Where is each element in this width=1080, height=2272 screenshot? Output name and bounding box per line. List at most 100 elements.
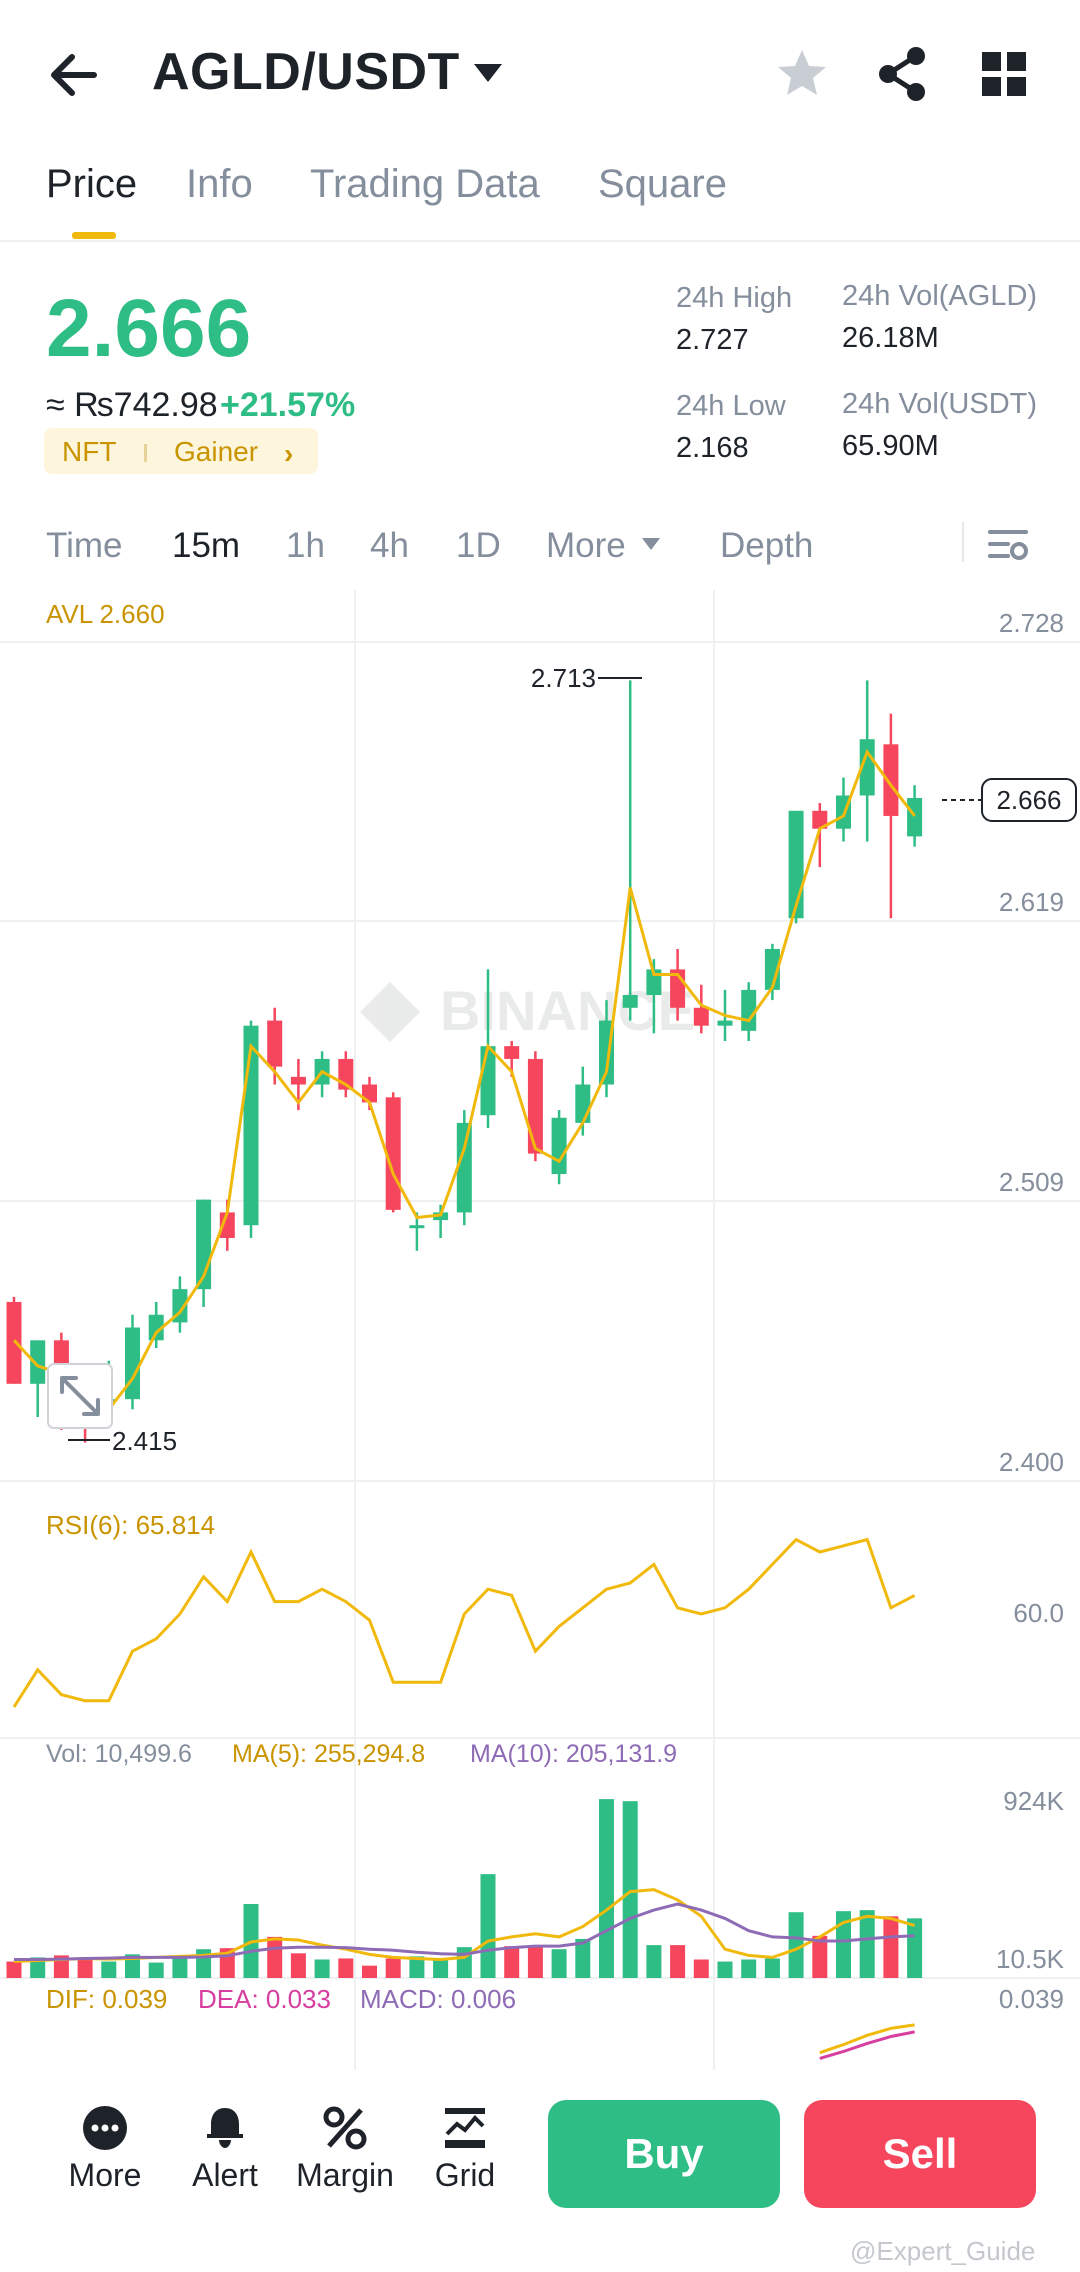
volume-bar <box>480 1874 496 1978</box>
volume-bar <box>836 1911 851 1978</box>
candle <box>338 1051 354 1098</box>
nav-more-label: More <box>68 2157 142 2193</box>
expand-icon[interactable] <box>47 1363 113 1429</box>
pair-title[interactable]: AGLD/USDT <box>152 43 460 101</box>
volume-bar <box>172 1955 188 1978</box>
volume-bar <box>101 1961 117 1978</box>
candle <box>883 713 899 919</box>
candle <box>148 1301 164 1348</box>
nav-more[interactable]: More <box>50 2104 160 2194</box>
volume-bar <box>717 1961 733 1978</box>
volume-bar <box>670 1945 686 1978</box>
binance-watermark: BINANCE <box>360 979 695 1042</box>
stat-24h-low-value: 2.168 <box>676 432 749 464</box>
interval-1d[interactable]: 1D <box>456 526 501 565</box>
ma10-label: MA(10): 205,131.9 <box>470 1740 677 1768</box>
nav-grid[interactable]: Grid <box>410 2104 520 2194</box>
candle-body <box>148 1314 164 1341</box>
volume-bar <box>30 1957 46 1978</box>
candle-body <box>741 989 757 1031</box>
rsi-line <box>12 1537 916 1708</box>
volume-bar <box>267 1936 283 1978</box>
volume-bar <box>599 1799 614 1978</box>
volume-bar <box>527 1946 543 1978</box>
volume-bar <box>907 1918 923 1978</box>
nav-grid-label: Grid <box>434 2157 496 2193</box>
caret-down-icon[interactable] <box>470 58 506 88</box>
interval-depth[interactable]: Depth <box>720 526 814 565</box>
avl-label: AVL 2.660 <box>46 599 165 629</box>
tab-trading-data[interactable]: Trading Data <box>310 162 540 206</box>
interval-more[interactable]: More <box>546 526 626 565</box>
tag-nft[interactable]: NFT <box>62 436 117 467</box>
interval-1h[interactable]: 1h <box>286 526 325 565</box>
volume-bars <box>6 1799 923 1978</box>
percent-icon <box>323 2106 367 2150</box>
candle-body <box>409 1225 425 1229</box>
volume-bar <box>385 1958 401 1978</box>
tag-gainer[interactable]: Gainer <box>174 436 259 467</box>
divider <box>0 240 1080 242</box>
volume-bar <box>551 1949 567 1978</box>
candle <box>125 1314 140 1410</box>
candle-body <box>575 1084 591 1123</box>
volume-ma10-line <box>14 1902 915 1961</box>
stat-24h-high-label: 24h High <box>676 282 793 314</box>
price-ma-line <box>12 748 916 1412</box>
back-arrow-icon[interactable] <box>44 40 114 110</box>
candle <box>907 785 923 847</box>
grid-trading-icon <box>445 2108 485 2148</box>
tag-pill[interactable] <box>44 428 318 474</box>
volume-bar <box>646 1945 662 1978</box>
volume-bar <box>504 1946 520 1978</box>
more-caret-icon[interactable] <box>640 536 662 557</box>
volume-bar <box>622 1801 638 1978</box>
candle-body <box>883 744 899 816</box>
share-icon[interactable] <box>870 42 934 106</box>
stat-vol-base-value: 26.18M <box>842 322 939 354</box>
candle <box>30 1340 46 1418</box>
stat-vol-quote-value: 65.90M <box>842 430 939 462</box>
vol-label: Vol: 10,499.6 <box>46 1740 192 1768</box>
volume-bar <box>883 1916 899 1978</box>
volume-bar <box>456 1947 472 1978</box>
star-icon[interactable] <box>772 44 832 104</box>
candle-body <box>125 1327 140 1400</box>
chart-area[interactable]: BINANCE AVL 2.660 2.728 2.619 2.509 2.40… <box>0 590 1080 2070</box>
nav-alert[interactable]: Alert <box>170 2104 280 2194</box>
sell-button[interactable]: Sell <box>804 2100 1036 2208</box>
chart-settings-icon[interactable] <box>986 522 1030 566</box>
interval-4h[interactable]: 4h <box>370 526 409 565</box>
kline-chart[interactable]: BINANCE AVL 2.660 2.728 2.619 2.509 2.40… <box>0 590 1080 2070</box>
nav-margin[interactable]: Margin <box>290 2104 400 2194</box>
candle <box>433 1204 449 1238</box>
candle-body <box>693 1007 709 1026</box>
current-price-tag[interactable] <box>981 778 1077 822</box>
tab-price[interactable]: Price <box>46 162 138 206</box>
active-tab-indicator <box>72 232 116 239</box>
volume-bar <box>338 1958 354 1978</box>
max-price-label: 2.713 <box>531 663 596 693</box>
nav-alert-label: Alert <box>192 2157 258 2193</box>
tab-square[interactable]: Square <box>598 162 727 206</box>
dea-label: DEA: 0.033 <box>198 1984 331 2014</box>
volume-bar <box>77 1958 93 1978</box>
grid-icon[interactable] <box>978 48 1030 100</box>
candle <box>836 777 851 842</box>
chevron-right-icon[interactable]: › <box>284 438 294 469</box>
volume-bar <box>409 1956 425 1978</box>
volume-bar <box>433 1959 449 1978</box>
tab-info[interactable]: Info <box>186 162 253 206</box>
volume-bar <box>693 1959 709 1978</box>
macd-dif-line <box>819 2023 915 2055</box>
buy-button[interactable]: Buy <box>548 2100 780 2208</box>
rsi-tick: 60.0 <box>1013 1598 1064 1628</box>
candle <box>812 803 828 868</box>
volume-bar <box>575 1938 591 1978</box>
interval-time[interactable]: Time <box>46 526 123 565</box>
tag-separator <box>144 444 147 462</box>
more-icon <box>83 2106 127 2150</box>
stat-vol-quote-label: 24h Vol(USDT) <box>842 388 1038 420</box>
interval-15m[interactable]: 15m <box>172 526 241 565</box>
volume-bar <box>741 1959 757 1978</box>
